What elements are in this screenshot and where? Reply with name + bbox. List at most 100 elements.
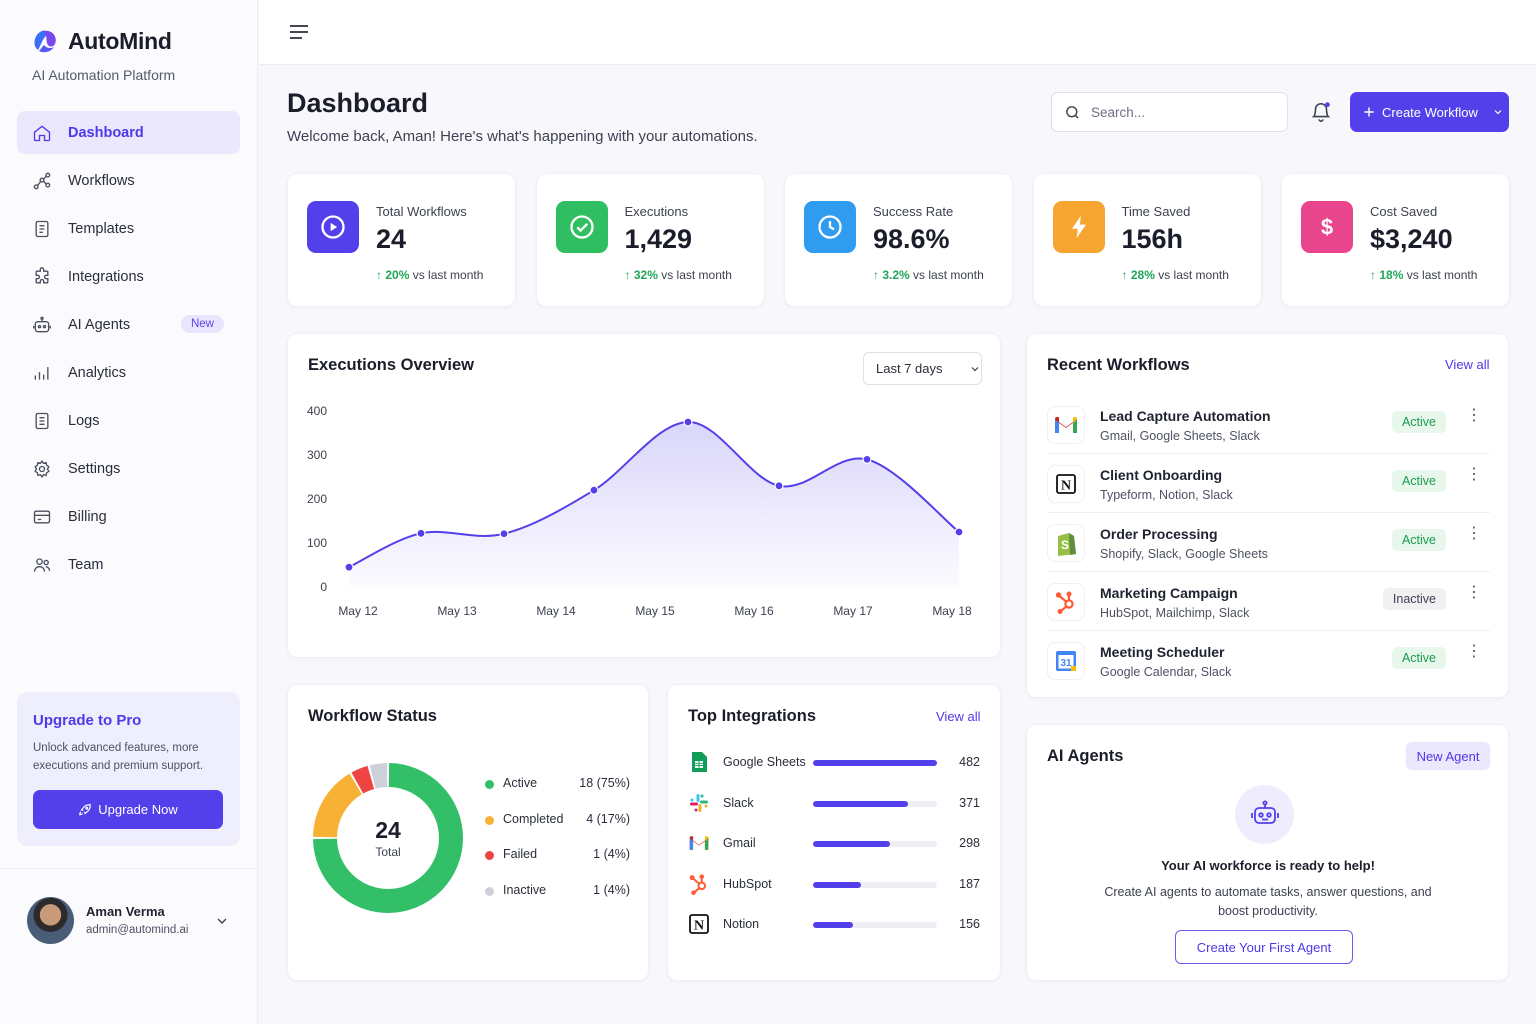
stat-delta-value: 3.2% (882, 268, 910, 282)
workflow-name[interactable]: Order Processing (1100, 526, 1218, 542)
gear-icon (31, 458, 53, 480)
recent-view-all-link[interactable]: View all (1445, 357, 1490, 372)
sidebar-item-team[interactable]: Team (17, 543, 240, 586)
search-box[interactable] (1051, 92, 1288, 132)
more-options-icon[interactable]: ⋮ (1466, 407, 1482, 424)
search-icon (1066, 105, 1079, 119)
workflow-row[interactable]: S Order Processing Shopify, Slack, Google … (1047, 513, 1490, 572)
workflow-status-title: Workflow Status (308, 707, 437, 725)
executions-area (349, 421, 959, 587)
sidebar-item-label: Templates (68, 220, 135, 237)
sidebar-item-label: AI Agents (68, 316, 131, 333)
workflow-row[interactable]: Marketing Campaign HubSpot, Mailchimp, Sl… (1047, 572, 1490, 631)
brand[interactable]: AutoMind (30, 26, 172, 56)
stat-card-success-rate[interactable]: Success Rate 98.6% ↑ 3.2% vs last month (784, 173, 1013, 307)
chevron-down-icon[interactable] (214, 913, 230, 929)
donut-slice-active[interactable] (313, 763, 463, 913)
integration-bar-track (813, 841, 937, 847)
workflow-apps: Google Calendar, Slack (1100, 665, 1232, 679)
executions-chart: 0 100 200 300 400 May 12 May 13 May 14 May 15 May… (307, 404, 972, 618)
workflow-name[interactable]: Client Onboarding (1100, 467, 1223, 483)
workflow-row[interactable]: 31 Meeting Scheduler Google Calendar, Slac… (1047, 631, 1490, 690)
workflow-row[interactable]: N Client Onboarding Typeform, Notion, Slac… (1047, 454, 1490, 513)
integration-row[interactable]: Slack 371 (688, 792, 980, 816)
executions-point[interactable] (683, 417, 693, 427)
arrow-up-icon: ↑ (873, 268, 883, 282)
executions-point[interactable] (862, 454, 872, 465)
donut-slice-failed[interactable] (351, 765, 375, 794)
integration-bar-track (813, 881, 937, 888)
notification-bell-icon[interactable] (1310, 101, 1332, 123)
notion-icon: N (1047, 465, 1085, 503)
upgrade-text: Unlock advanced features, more execution… (33, 742, 204, 772)
workflow-name[interactable]: Marketing Campaign (1100, 585, 1238, 601)
integration-bar-track (813, 760, 937, 766)
shopify-icon: S (1047, 524, 1085, 562)
more-options-icon[interactable]: ⋮ (1466, 525, 1482, 542)
menu-icon[interactable] (289, 24, 309, 40)
stat-card-executions[interactable]: Executions 1,429 ↑ 32% vs last month (535, 173, 765, 307)
sidebar-item-label: Logs (68, 412, 100, 429)
executions-point[interactable] (954, 527, 964, 537)
legend-item-inactive: Inactive 1 (4%) (485, 882, 630, 902)
arrow-up-icon: ↑ (1370, 268, 1380, 282)
stat-delta: ↑ 32% vs last month (625, 268, 732, 282)
executions-point[interactable] (344, 562, 354, 572)
donut-slice-inactive[interactable] (369, 763, 388, 789)
sidebar-item-label: Billing (68, 508, 107, 525)
sidebar-item-analytics[interactable]: Analytics (17, 351, 240, 394)
donut-total: 24 (375, 817, 401, 843)
status-badge: Inactive (1382, 588, 1446, 610)
sidebar-item-settings[interactable]: Settings (17, 447, 240, 490)
sidebar-item-dashboard[interactable]: Dashboard (17, 111, 240, 154)
integration-row[interactable]: Gmail 298 (688, 832, 980, 856)
chevron-down-icon (1494, 110, 1502, 115)
date-range-select[interactable]: Last 7 days (863, 352, 982, 385)
stat-value: 1,429 (624, 224, 693, 254)
workflow-apps: Typeform, Notion, Slack (1100, 488, 1233, 502)
integrations-view-all-link[interactable]: View all (936, 709, 981, 724)
stat-card-cost-saved[interactable]: $ Cost Saved $3,240 ↑ 18% vs last month (1281, 173, 1510, 307)
integration-row[interactable]: HubSpot 187 (688, 873, 980, 897)
more-options-icon[interactable]: ⋮ (1466, 466, 1482, 483)
new-agent-button[interactable]: New Agent (1406, 742, 1490, 770)
agents-headline: Your AI workforce is ready to help! (1161, 858, 1375, 873)
status-badge: Active (1391, 470, 1446, 492)
sidebar-item-integrations[interactable]: Integrations (17, 255, 240, 298)
sidebar-item-logs[interactable]: Logs (17, 399, 240, 442)
user-profile[interactable]: Aman Verma admin@automind.ai (0, 868, 258, 972)
stat-delta-text: vs last month (913, 268, 984, 282)
workflow-name[interactable]: Meeting Scheduler (1100, 644, 1225, 660)
executions-point[interactable] (416, 528, 426, 538)
search-input[interactable] (1091, 104, 1261, 120)
upgrade-now-button[interactable]: Upgrade Now (33, 790, 223, 829)
workflow-row[interactable]: Lead Capture Automation Gmail, Google She… (1047, 395, 1490, 454)
sidebar-item-ai-agents[interactable]: AI Agents New (17, 303, 240, 346)
stat-card-time-saved[interactable]: Time Saved 156h ↑ 28% vs last month (1032, 173, 1262, 307)
integration-row[interactable]: Google Sheets 482 (688, 751, 980, 775)
sidebar-item-billing[interactable]: Billing (17, 495, 240, 538)
stat-delta-text: vs last month (661, 268, 732, 282)
svg-text:S: S (1061, 538, 1069, 552)
stat-card-total-workflows[interactable]: Total Workflows 24 ↑ 20% vs last month (287, 173, 516, 307)
more-options-icon[interactable]: ⋮ (1466, 584, 1482, 601)
upgrade-card: Upgrade to Pro Unlock advanced features,… (17, 692, 240, 846)
stat-value: 24 (376, 224, 407, 254)
executions-point[interactable] (499, 529, 509, 539)
document-icon (31, 410, 53, 432)
upgrade-now-label: Upgrade Now (98, 802, 178, 817)
sidebar-item-templates[interactable]: Templates (17, 207, 240, 250)
user-name: Aman Verma (86, 904, 165, 919)
y-tick-label: 400 (307, 404, 327, 418)
executions-point[interactable] (589, 485, 599, 495)
workflow-name[interactable]: Lead Capture Automation (1100, 408, 1271, 424)
create-workflow-button[interactable]: Create Workflow (1350, 92, 1509, 132)
sidebar-item-label: Workflows (68, 172, 135, 189)
donut-slice-completed[interactable] (313, 773, 363, 838)
svg-text:$: $ (1321, 215, 1334, 240)
create-first-agent-button[interactable]: Create Your First Agent (1175, 930, 1353, 964)
integration-row[interactable]: N Notion 156 (688, 913, 980, 937)
executions-point[interactable] (774, 481, 784, 491)
sidebar-item-workflows[interactable]: Workflows (17, 159, 240, 202)
more-options-icon[interactable]: ⋮ (1466, 643, 1482, 660)
